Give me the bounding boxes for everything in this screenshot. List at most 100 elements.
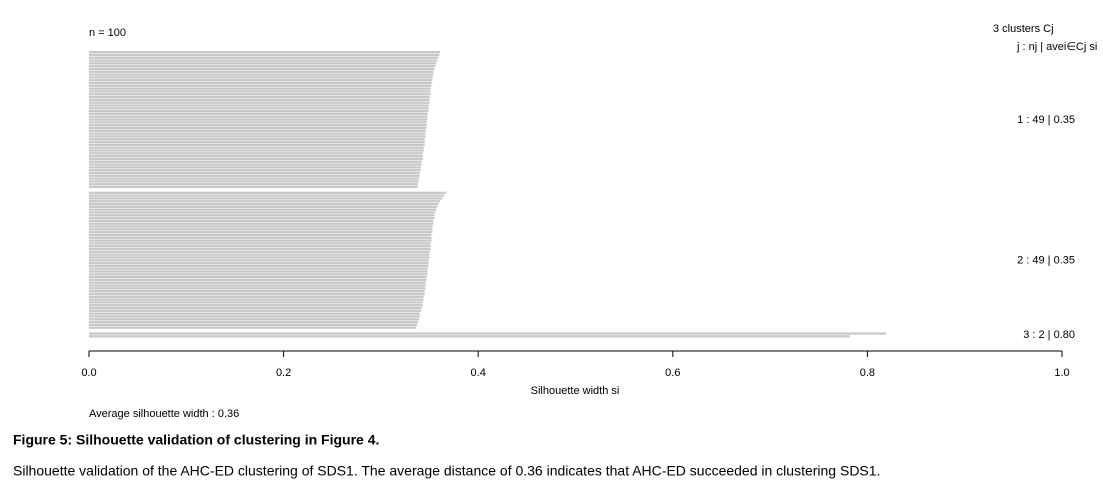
silhouette-bar (89, 270, 428, 273)
silhouette-bar (89, 146, 424, 149)
silhouette-bar (89, 275, 427, 279)
silhouette-bar (89, 87, 431, 90)
silhouette-bar (89, 110, 429, 113)
silhouette-bar (89, 247, 431, 251)
silhouette-bar (89, 138, 425, 141)
silhouette-bar (89, 56, 439, 59)
silhouette-bar (89, 301, 423, 304)
x-tick-label: 0.4 (471, 367, 486, 379)
silhouette-bar (89, 166, 421, 169)
silhouette-bar (89, 264, 429, 267)
silhouette-bar (89, 93, 431, 96)
silhouette-bar (89, 124, 427, 127)
caption-title: Figure 5: Silhouette validation of clust… (13, 432, 379, 448)
cluster-label: 1 : 49 | 0.35 (1017, 114, 1075, 126)
silhouette-bar (89, 101, 430, 104)
silhouette-bar (89, 65, 436, 68)
x-tick-label: 0.2 (276, 367, 291, 379)
silhouette-bar (89, 163, 422, 166)
x-tick-label: 0.6 (665, 367, 680, 379)
silhouette-bar (89, 292, 425, 296)
n-label: n = 100 (89, 27, 126, 39)
silhouette-bar (89, 306, 422, 310)
silhouette-bar (89, 67, 435, 71)
silhouette-bar (89, 216, 435, 220)
silhouette-bar (89, 62, 437, 65)
silhouette-bar (89, 135, 426, 138)
silhouette-bar (89, 205, 438, 208)
cluster-label: 2 : 49 | 0.35 (1017, 254, 1075, 266)
silhouette-bar (89, 290, 425, 293)
silhouette-bar (89, 79, 433, 82)
silhouette-bar (89, 76, 433, 79)
silhouette-bar (89, 115, 428, 118)
silhouette-bar (89, 185, 418, 189)
silhouette-bar (89, 51, 441, 54)
silhouette-bar (89, 160, 422, 163)
silhouette-bar (89, 256, 430, 259)
silhouette-bar (89, 143, 425, 146)
silhouette-bar (89, 59, 438, 62)
silhouette-bar (89, 214, 435, 217)
silhouette-bar (89, 132, 426, 135)
silhouette-bar (89, 326, 416, 329)
silhouette-bar (89, 70, 434, 73)
silhouette-bar (89, 284, 426, 287)
silhouette-bar (89, 267, 428, 270)
silhouette-bar (89, 180, 419, 183)
silhouette-bar (89, 107, 429, 110)
silhouette-bar (89, 169, 421, 172)
silhouette-bar (89, 90, 431, 93)
silhouette-bar (89, 309, 421, 312)
silhouette-bar (89, 140, 425, 144)
silhouette-bar (89, 126, 427, 130)
silhouette-bar (89, 197, 443, 200)
silhouette-bar (89, 152, 423, 155)
legend-subtitle: j : nj | avei∈Cj si (1016, 41, 1097, 53)
silhouette-bar (89, 53, 440, 57)
silhouette-bar (89, 194, 445, 197)
silhouette-bar (89, 304, 423, 307)
silhouette-bar (89, 332, 886, 335)
silhouette-bar (89, 211, 436, 214)
average-label: Average silhouette width : 0.36 (89, 408, 239, 420)
silhouette-bar (89, 273, 428, 276)
silhouette-bar (89, 121, 427, 124)
silhouette-bar (89, 222, 434, 225)
silhouette-bar (89, 81, 432, 85)
silhouette-bar (89, 281, 426, 284)
silhouette-bar (89, 84, 432, 87)
silhouette-bar (89, 154, 423, 158)
silhouette-bar (89, 250, 430, 253)
silhouette-bar (89, 253, 430, 256)
silhouette-bar (89, 225, 433, 228)
silhouette-bar (89, 157, 423, 161)
silhouette-bar (89, 236, 432, 239)
silhouette-bar (89, 104, 429, 107)
silhouette-bar (89, 233, 432, 237)
cluster-label: 3 : 2 | 0.80 (1023, 329, 1075, 341)
silhouette-bar (89, 239, 432, 242)
silhouette-bar (89, 98, 430, 102)
silhouette-bar (89, 245, 431, 248)
silhouette-bar (89, 183, 418, 186)
silhouette-bar (89, 174, 420, 177)
silhouette-bar (89, 149, 424, 152)
x-tick-label: 1.0 (1054, 367, 1069, 379)
silhouette-bar (89, 315, 420, 318)
silhouette-bar (89, 129, 426, 132)
silhouette-bar (89, 298, 424, 301)
silhouette-bar (89, 73, 434, 76)
silhouette-bar (89, 261, 429, 265)
silhouette-bar (89, 118, 428, 121)
silhouette-bar (89, 320, 418, 324)
silhouette-bar (89, 318, 419, 321)
silhouette-bar (89, 112, 428, 116)
x-axis-label: Silhouette width si (531, 385, 620, 397)
silhouette-bar (89, 219, 434, 223)
silhouette-bar (89, 295, 424, 298)
silhouette-bar (89, 191, 447, 194)
legend-title: 3 clusters Cj (993, 23, 1054, 35)
silhouette-bar (89, 171, 420, 175)
silhouette-bar (89, 287, 426, 290)
